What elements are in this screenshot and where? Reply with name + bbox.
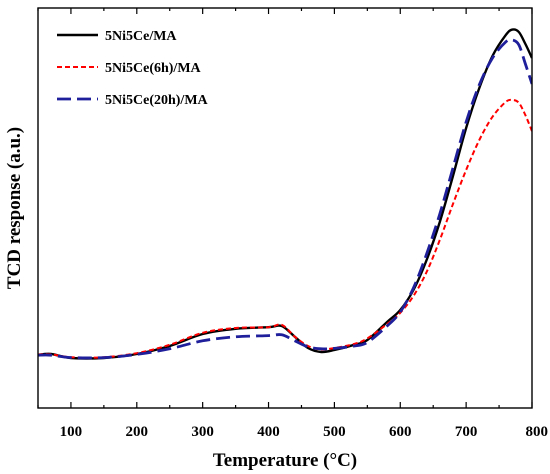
- legend: 5Ni5Ce/MA 5Ni5Ce(6h)/MA 5Ni5Ce(20h)/MA: [57, 29, 209, 108]
- x-tick-label: 400: [257, 424, 280, 440]
- x-tick-label: 600: [389, 424, 412, 440]
- legend-label-1: 5Ni5Ce/MA: [105, 29, 177, 44]
- x-axis-label: Temperature (°C): [213, 450, 357, 471]
- legend-label-3: 5Ni5Ce(20h)/MA: [105, 93, 209, 108]
- x-tick-label: 700: [455, 424, 478, 440]
- x-tick-label: 800: [526, 424, 549, 440]
- x-tick-label: 100: [60, 424, 83, 440]
- y-axis-label: TCD response (a.u.): [4, 127, 25, 289]
- legend-label-2: 5Ni5Ce(6h)/MA: [105, 61, 202, 76]
- series-line-2: [38, 98, 532, 359]
- x-tick-label: 500: [323, 424, 346, 440]
- series-line-3: [38, 38, 532, 360]
- series-line-1: [38, 28, 532, 360]
- x-tick-label: 300: [191, 424, 214, 440]
- x-tick-label: 200: [126, 424, 149, 440]
- tick-layer: 100 200 300 400 500 600 700 800: [37, 8, 549, 440]
- plot-area-frame: [37, 7, 533, 409]
- series-layer: [38, 28, 532, 360]
